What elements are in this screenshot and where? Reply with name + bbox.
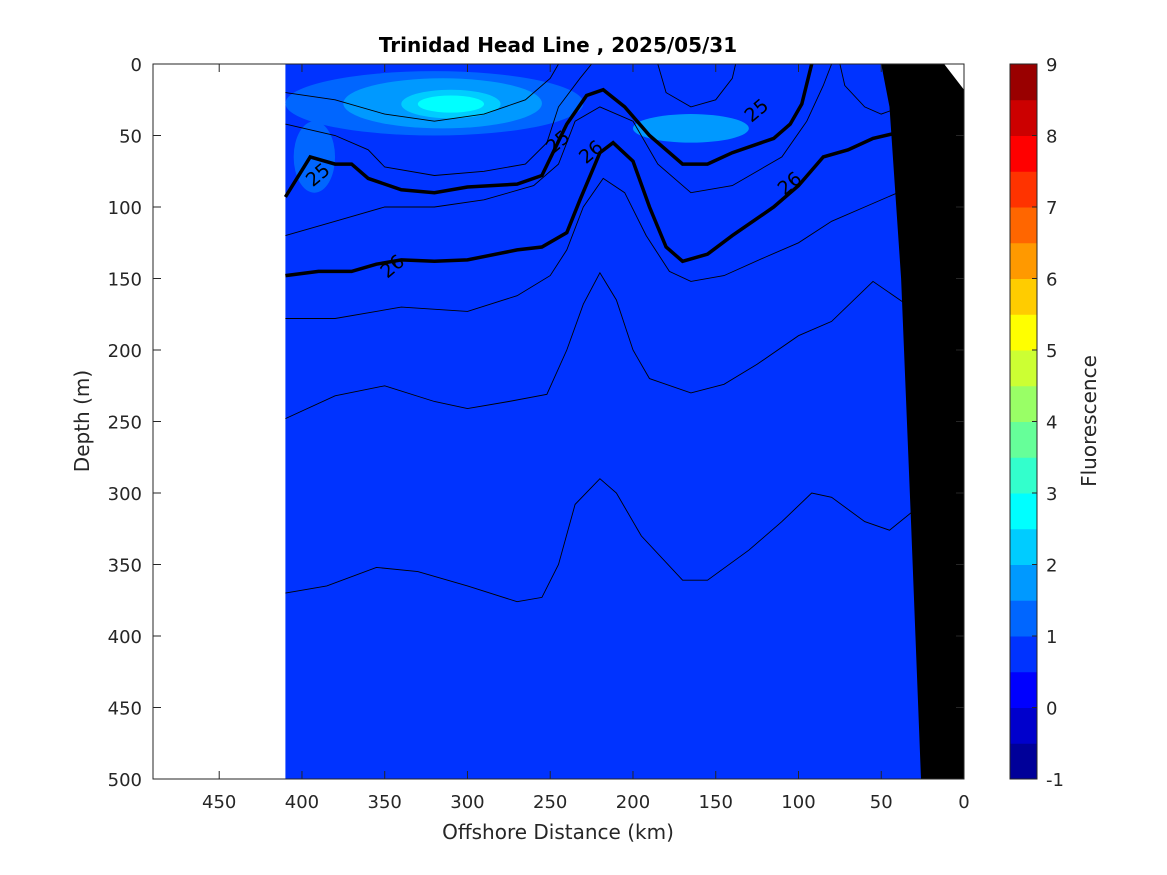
colorbar-bin — [1010, 171, 1037, 208]
bathymetry — [881, 64, 964, 779]
seafloor — [881, 64, 964, 779]
y-tick-label: 100 — [108, 198, 142, 219]
y-tick-label: 250 — [108, 413, 142, 434]
colorbar-tick-label: 6 — [1046, 270, 1057, 291]
y-tick-label: 50 — [119, 127, 142, 148]
fluorescence-patch — [632, 114, 749, 143]
x-tick-label: 0 — [958, 792, 969, 813]
colorbar-bin — [1010, 64, 1037, 101]
y-tick-label: 500 — [108, 770, 142, 791]
colorbar-bin — [1010, 528, 1037, 565]
colorbar-tick-label: 8 — [1046, 127, 1057, 148]
colorbar-tick-label: 9 — [1046, 55, 1057, 76]
colorbar-bin — [1010, 278, 1037, 315]
x-tick-label: 100 — [781, 792, 815, 813]
thin-contour-line — [285, 64, 833, 237]
x-axis-ticks: 450 400 350 300 250 200 150 100 50 0 — [202, 64, 970, 813]
y-tick-label: 450 — [108, 699, 142, 720]
colorbar-bin — [1010, 242, 1037, 279]
x-tick-label: 200 — [616, 792, 650, 813]
colorbar-bin — [1010, 207, 1037, 244]
x-tick-label: 50 — [870, 792, 893, 813]
x-axis-label: Offshore Distance (km) — [442, 820, 674, 844]
shelf-gap — [944, 64, 964, 90]
thin-contour-line — [285, 206, 945, 420]
chart-title: Trinidad Head Line , 2025/05/31 — [379, 33, 737, 57]
colorbar-tick-label: 5 — [1046, 341, 1057, 362]
colorbar-tick-label: -1 — [1046, 770, 1064, 791]
colorbar-tick-label: 7 — [1046, 198, 1057, 219]
thin-contour-line — [285, 64, 592, 176]
y-tick-label: 400 — [108, 627, 142, 648]
colorbar-tick-label: 2 — [1046, 556, 1057, 577]
thin-contour-line — [285, 120, 948, 319]
colorbar: -1 0 1 2 3 4 5 6 7 8 9 — [1009, 55, 1064, 791]
y-tick-label: 0 — [131, 55, 142, 76]
x-tick-label: 350 — [368, 792, 402, 813]
colorbar-bin — [1010, 350, 1037, 387]
colorbar-tick-label: 1 — [1046, 627, 1057, 648]
y-tick-label: 300 — [108, 484, 142, 505]
y-tick-label: 350 — [108, 556, 142, 577]
x-tick-label: 450 — [202, 792, 236, 813]
y-tick-label: 150 — [108, 270, 142, 291]
colorbar-bin — [1010, 314, 1037, 351]
x-tick-label: 250 — [533, 792, 567, 813]
colorbar-label: Fluorescence — [1077, 355, 1101, 487]
colorbar-bin — [1010, 707, 1037, 744]
fluorescence-field — [285, 64, 964, 779]
colorbar-bin — [1010, 743, 1037, 780]
contour-line-26 — [285, 70, 946, 278]
thin-contour-line — [657, 64, 737, 108]
colorbar-bin — [1010, 421, 1037, 458]
fluorescence-band — [417, 95, 485, 113]
colorbar-bin — [1010, 135, 1037, 172]
y-tick-label: 200 — [108, 341, 142, 362]
colorbar-bin — [1010, 99, 1037, 136]
colorbar-bin — [1010, 493, 1037, 530]
y-axis-ticks: 0 50 100 150 200 250 300 350 400 450 500 — [108, 55, 964, 791]
x-tick-label: 300 — [450, 792, 484, 813]
fluorescence-background — [285, 64, 964, 779]
colorbar-bin — [1010, 600, 1037, 637]
x-tick-label: 150 — [699, 792, 733, 813]
colorbar-bin — [1010, 564, 1037, 601]
x-tick-label: 400 — [285, 792, 319, 813]
colorbar-tick-label: 4 — [1046, 413, 1057, 434]
colorbar-bin — [1010, 671, 1037, 708]
colorbar-bin — [1010, 636, 1037, 673]
colorbar-tick-label: 0 — [1046, 699, 1057, 720]
contour-line-25 — [283, 64, 814, 198]
colorbar-bin — [1010, 457, 1037, 494]
y-axis-label: Depth (m) — [70, 370, 94, 472]
thin-contour-line — [285, 64, 559, 122]
thin-contour-line — [285, 478, 932, 603]
colorbar-bin — [1010, 385, 1037, 422]
colorbar-tick-label: 3 — [1046, 484, 1057, 505]
